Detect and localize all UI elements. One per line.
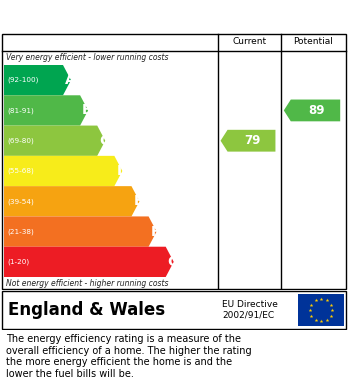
Text: (39-54): (39-54) <box>7 198 34 204</box>
Bar <box>298 294 344 326</box>
Polygon shape <box>4 65 71 95</box>
Text: G: G <box>168 255 179 269</box>
Polygon shape <box>4 247 174 277</box>
Text: EU Directive
2002/91/EC: EU Directive 2002/91/EC <box>222 300 278 320</box>
Text: Current: Current <box>232 38 267 47</box>
Polygon shape <box>4 217 157 247</box>
Text: Very energy efficient - lower running costs: Very energy efficient - lower running co… <box>6 54 168 63</box>
Polygon shape <box>4 156 122 186</box>
Text: Energy Efficiency Rating: Energy Efficiency Rating <box>8 9 218 24</box>
Text: England & Wales: England & Wales <box>8 301 165 319</box>
Text: E: E <box>134 194 143 208</box>
Text: Not energy efficient - higher running costs: Not energy efficient - higher running co… <box>6 280 168 289</box>
Text: (92-100): (92-100) <box>7 77 38 83</box>
Text: (21-38): (21-38) <box>7 228 34 235</box>
Text: (55-68): (55-68) <box>7 168 34 174</box>
Text: The energy efficiency rating is a measure of the
overall efficiency of a home. T: The energy efficiency rating is a measur… <box>6 334 252 379</box>
Text: C: C <box>99 134 110 148</box>
Polygon shape <box>221 130 275 152</box>
Polygon shape <box>4 126 105 156</box>
Text: Potential: Potential <box>294 38 333 47</box>
Polygon shape <box>284 100 340 121</box>
Text: 89: 89 <box>308 104 325 117</box>
Text: (81-91): (81-91) <box>7 107 34 114</box>
Text: F: F <box>151 224 160 239</box>
Text: 79: 79 <box>244 134 261 147</box>
Polygon shape <box>4 95 88 126</box>
Text: (69-80): (69-80) <box>7 138 34 144</box>
Text: B: B <box>82 104 93 117</box>
Text: (1-20): (1-20) <box>7 258 29 265</box>
Text: A: A <box>65 73 76 87</box>
Text: D: D <box>116 164 128 178</box>
Polygon shape <box>4 186 140 217</box>
